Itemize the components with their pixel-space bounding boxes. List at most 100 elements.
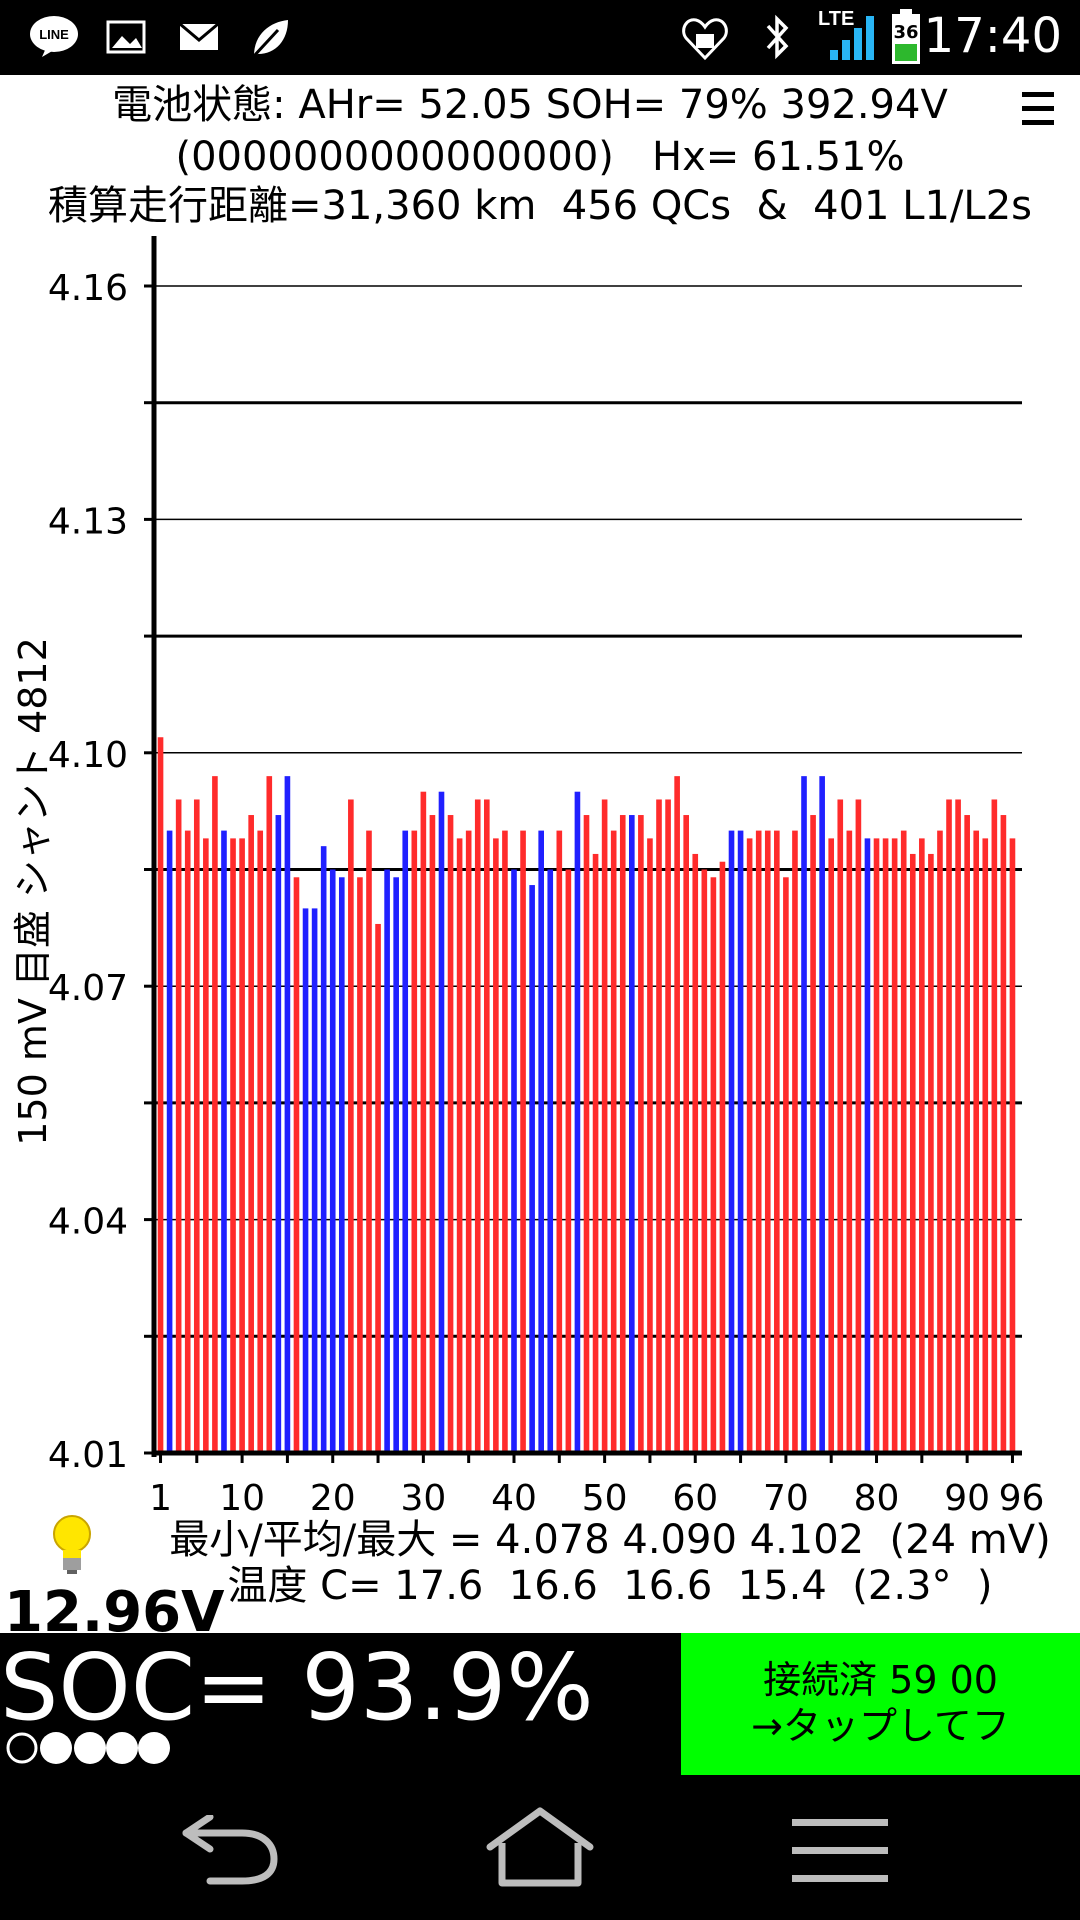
cell-bar <box>547 869 554 1453</box>
cell-bar <box>420 791 427 1453</box>
temperature-stats: 温度 C= 17.6 16.6 16.6 15.4 (2.3° ) <box>227 1563 993 1609</box>
cell-bar <box>320 846 327 1453</box>
cell-bar <box>266 776 273 1453</box>
y-tick-label: 4.13 <box>48 501 128 542</box>
cell-bar <box>311 908 318 1453</box>
x-tick-label: 50 <box>582 1478 628 1519</box>
min-avg-max-stats: 最小/平均/最大 = 4.078 4.090 4.102 (24 mV) <box>169 1517 1051 1563</box>
cell-bar <box>502 830 508 1453</box>
y-tick-label: 4.07 <box>48 968 128 1009</box>
cell-bar <box>329 869 336 1453</box>
cell-bar <box>873 838 880 1453</box>
battery-status-line: 電池状態: AHr= 52.05 SOH= 79% 392.94V <box>112 82 948 128</box>
cell-bar <box>366 830 372 1453</box>
cell-bar <box>819 776 825 1453</box>
cell-bar <box>384 869 390 1453</box>
x-tick-label: 60 <box>672 1478 718 1519</box>
cell-bar <box>565 869 572 1453</box>
soc-dot-filled <box>106 1732 138 1764</box>
cell-bar <box>746 838 753 1453</box>
x-tick-label: 80 <box>854 1478 900 1519</box>
battery-status-header: 電池状態: AHr= 52.05 SOH= 79% 392.94V (00000… <box>0 75 1080 235</box>
cell-bar <box>583 815 590 1453</box>
cell-bar <box>574 791 581 1453</box>
svg-text:LINE: LINE <box>39 27 69 42</box>
cell-bar <box>610 830 617 1453</box>
cell-bar <box>175 799 182 1453</box>
cell-bar <box>1000 815 1007 1453</box>
cell-bar <box>212 776 218 1453</box>
connection-status-label: 接続済 59 00 <box>763 1658 998 1702</box>
soc-dot-filled <box>74 1732 106 1764</box>
cell-bar <box>447 815 454 1453</box>
cell-bar <box>529 885 535 1453</box>
bluetooth-icon <box>766 14 789 60</box>
x-tick-label: 20 <box>310 1478 356 1519</box>
back-icon[interactable] <box>180 1815 280 1885</box>
y-axis-title: 150 mV 目盛 シャント 4812 <box>11 637 55 1146</box>
cell-bar <box>728 830 735 1453</box>
cell-bar <box>438 791 445 1453</box>
cell-bar <box>465 830 472 1453</box>
y-tick-label: 4.04 <box>48 1202 128 1243</box>
x-tick-label: 10 <box>219 1478 265 1519</box>
soc-readout: SOC= 93.9% <box>0 1634 594 1741</box>
cell-bar <box>193 799 200 1453</box>
cell-bar <box>946 799 952 1453</box>
connection-status-button[interactable]: 接続済 59 00 →タップしてフ <box>681 1633 1080 1775</box>
cell-bar <box>674 776 680 1453</box>
cell-bar <box>293 877 300 1453</box>
cell-bar <box>710 877 717 1453</box>
cell-bar <box>375 923 381 1453</box>
cell-bar <box>955 799 961 1453</box>
cell-bar <box>774 830 780 1453</box>
cell-bar <box>248 815 254 1453</box>
cell-bar <box>719 861 726 1453</box>
cell-bar <box>483 799 490 1453</box>
cell-bar <box>982 838 989 1453</box>
cell-bar <box>937 830 943 1453</box>
overflow-menu-icon[interactable] <box>1022 92 1054 132</box>
battery-level-label: 36 <box>893 22 919 43</box>
cell-bar <box>166 830 173 1453</box>
cell-bar <box>864 838 871 1453</box>
cell-bar <box>629 815 635 1453</box>
soc-dot-filled <box>138 1732 170 1764</box>
cell-bar <box>284 776 291 1453</box>
cell-bar <box>656 799 662 1453</box>
cell-bar <box>348 799 354 1453</box>
home-icon[interactable] <box>484 1807 596 1887</box>
status-bar: LINE LTE 36 17:40 <box>0 0 1080 75</box>
cell-bar <box>891 838 898 1453</box>
cell-bar <box>701 869 708 1453</box>
hx-line: (0000000000000000) Hx= 61.51% <box>175 134 905 180</box>
cell-bar <box>221 830 227 1453</box>
cell-bar <box>601 799 608 1453</box>
x-tick-label: 90 <box>944 1478 990 1519</box>
cell-bar <box>882 838 889 1453</box>
mail-icon <box>179 22 219 50</box>
cell-bar <box>511 869 517 1453</box>
cell-bar <box>919 838 925 1453</box>
cell-bar <box>538 830 544 1453</box>
cell-bar <box>692 853 699 1453</box>
cell-bar <box>592 853 599 1453</box>
cell-bar <box>474 799 481 1453</box>
bulb-icon[interactable] <box>46 1512 98 1576</box>
cell-bar <box>184 830 191 1453</box>
battery-icon <box>892 9 920 64</box>
cell-bar <box>846 830 853 1453</box>
cell-bar <box>909 853 916 1453</box>
lte-label: LTE <box>818 8 855 30</box>
cell-bar <box>302 908 309 1453</box>
cell-bar <box>357 877 363 1453</box>
gallery-icon <box>106 20 146 54</box>
cell-bar <box>230 838 236 1453</box>
lte-signal-icon <box>830 16 874 60</box>
cell-bar <box>792 830 798 1453</box>
odometer-line: 積算走行距離=31,360 km 456 QCs & 401 L1/L2s <box>48 183 1032 229</box>
cell-bar <box>556 830 563 1453</box>
menu-icon[interactable] <box>792 1817 888 1883</box>
cell-bar <box>964 815 970 1453</box>
line-app-icon: LINE <box>30 16 78 57</box>
